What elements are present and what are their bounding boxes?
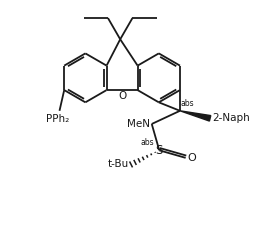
Polygon shape (179, 111, 210, 121)
Text: S: S (155, 144, 162, 157)
Text: MeN: MeN (126, 119, 149, 129)
Text: abs: abs (180, 99, 194, 108)
Text: 2-Naph: 2-Naph (211, 113, 249, 123)
Text: t-Bu: t-Bu (107, 159, 129, 169)
Text: O: O (118, 91, 126, 101)
Text: abs: abs (139, 138, 153, 146)
Text: O: O (187, 153, 196, 163)
Text: PPh₂: PPh₂ (46, 114, 69, 124)
